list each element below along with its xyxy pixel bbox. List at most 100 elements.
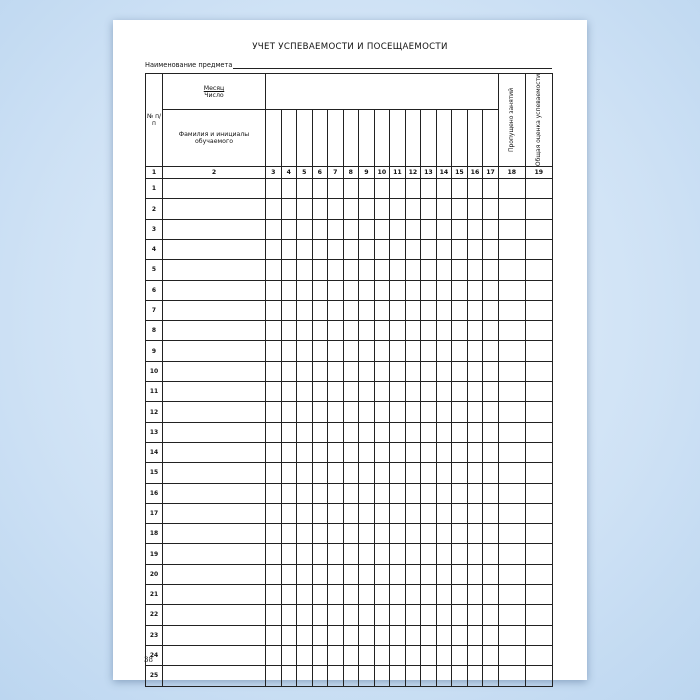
mark-cell[interactable] <box>311 441 329 464</box>
mark-cell[interactable] <box>420 482 437 504</box>
mark-cell[interactable] <box>420 401 437 423</box>
mark-cell[interactable] <box>435 381 453 403</box>
mark-cell[interactable] <box>280 665 298 687</box>
mark-cell[interactable] <box>435 299 453 322</box>
mark-cell[interactable] <box>311 523 329 545</box>
mark-cell[interactable] <box>296 259 313 281</box>
mark-cell[interactable] <box>373 624 391 646</box>
date-cell[interactable] <box>358 109 375 168</box>
mark-cell[interactable] <box>524 279 553 301</box>
mark-cell[interactable] <box>466 259 484 281</box>
mark-cell[interactable] <box>358 543 375 565</box>
mark-cell[interactable] <box>524 624 553 646</box>
mark-cell[interactable] <box>265 624 282 646</box>
mark-cell[interactable] <box>482 360 499 383</box>
mark-cell[interactable] <box>389 665 406 687</box>
mark-cell[interactable] <box>435 401 453 423</box>
mark-cell[interactable] <box>435 482 453 504</box>
mark-cell[interactable] <box>482 624 499 646</box>
mark-cell[interactable] <box>435 543 453 565</box>
mark-cell[interactable] <box>435 441 453 464</box>
mark-cell[interactable] <box>466 360 484 383</box>
mark-cell[interactable] <box>524 482 553 504</box>
mark-cell[interactable] <box>358 502 375 525</box>
date-cell[interactable] <box>404 109 422 168</box>
mark-cell[interactable] <box>435 178 453 200</box>
mark-cell[interactable] <box>358 624 375 646</box>
mark-cell[interactable] <box>451 178 468 200</box>
mark-cell[interactable] <box>524 381 553 403</box>
mark-cell[interactable] <box>342 360 360 383</box>
mark-cell[interactable] <box>327 218 344 241</box>
mark-cell[interactable] <box>280 624 298 646</box>
mark-cell[interactable] <box>497 259 526 281</box>
mark-cell[interactable] <box>311 584 329 606</box>
mark-cell[interactable] <box>482 401 499 423</box>
date-cell[interactable] <box>482 109 499 168</box>
mark-cell[interactable] <box>358 198 375 220</box>
student-name-cell[interactable] <box>162 563 266 586</box>
mark-cell[interactable] <box>524 462 553 484</box>
mark-cell[interactable] <box>342 563 360 586</box>
mark-cell[interactable] <box>280 279 298 301</box>
mark-cell[interactable] <box>389 563 406 586</box>
student-name-cell[interactable] <box>162 259 266 281</box>
mark-cell[interactable] <box>497 421 526 443</box>
mark-cell[interactable] <box>373 665 391 687</box>
mark-cell[interactable] <box>451 584 468 606</box>
mark-cell[interactable] <box>389 624 406 646</box>
date-cell[interactable] <box>435 109 453 168</box>
mark-cell[interactable] <box>265 259 282 281</box>
student-name-cell[interactable] <box>162 584 266 606</box>
mark-cell[interactable] <box>451 502 468 525</box>
mark-cell[interactable] <box>296 421 313 443</box>
mark-cell[interactable] <box>327 563 344 586</box>
mark-cell[interactable] <box>373 299 391 322</box>
mark-cell[interactable] <box>524 320 553 342</box>
mark-cell[interactable] <box>280 238 298 261</box>
mark-cell[interactable] <box>404 340 422 362</box>
mark-cell[interactable] <box>524 340 553 362</box>
mark-cell[interactable] <box>389 360 406 383</box>
mark-cell[interactable] <box>389 218 406 241</box>
mark-cell[interactable] <box>435 523 453 545</box>
student-name-cell[interactable] <box>162 360 266 383</box>
mark-cell[interactable] <box>311 299 329 322</box>
mark-cell[interactable] <box>280 381 298 403</box>
mark-cell[interactable] <box>497 665 526 687</box>
mark-cell[interactable] <box>296 563 313 586</box>
mark-cell[interactable] <box>311 604 329 626</box>
mark-cell[interactable] <box>358 238 375 261</box>
mark-cell[interactable] <box>435 218 453 241</box>
mark-cell[interactable] <box>497 624 526 646</box>
mark-cell[interactable] <box>389 441 406 464</box>
mark-cell[interactable] <box>265 563 282 586</box>
mark-cell[interactable] <box>342 218 360 241</box>
mark-cell[interactable] <box>373 563 391 586</box>
mark-cell[interactable] <box>435 624 453 646</box>
mark-cell[interactable] <box>373 482 391 504</box>
mark-cell[interactable] <box>466 584 484 606</box>
mark-cell[interactable] <box>265 238 282 261</box>
mark-cell[interactable] <box>389 178 406 200</box>
mark-cell[interactable] <box>404 238 422 261</box>
mark-cell[interactable] <box>524 198 553 220</box>
mark-cell[interactable] <box>358 584 375 606</box>
mark-cell[interactable] <box>358 462 375 484</box>
mark-cell[interactable] <box>373 462 391 484</box>
mark-cell[interactable] <box>358 279 375 301</box>
mark-cell[interactable] <box>373 502 391 525</box>
mark-cell[interactable] <box>265 441 282 464</box>
mark-cell[interactable] <box>311 644 329 667</box>
mark-cell[interactable] <box>311 320 329 342</box>
mark-cell[interactable] <box>373 360 391 383</box>
mark-cell[interactable] <box>296 604 313 626</box>
date-cell[interactable] <box>466 109 484 168</box>
mark-cell[interactable] <box>524 604 553 626</box>
mark-cell[interactable] <box>389 279 406 301</box>
mark-cell[interactable] <box>342 401 360 423</box>
date-cell[interactable] <box>311 109 329 168</box>
mark-cell[interactable] <box>497 482 526 504</box>
mark-cell[interactable] <box>466 421 484 443</box>
mark-cell[interactable] <box>466 441 484 464</box>
